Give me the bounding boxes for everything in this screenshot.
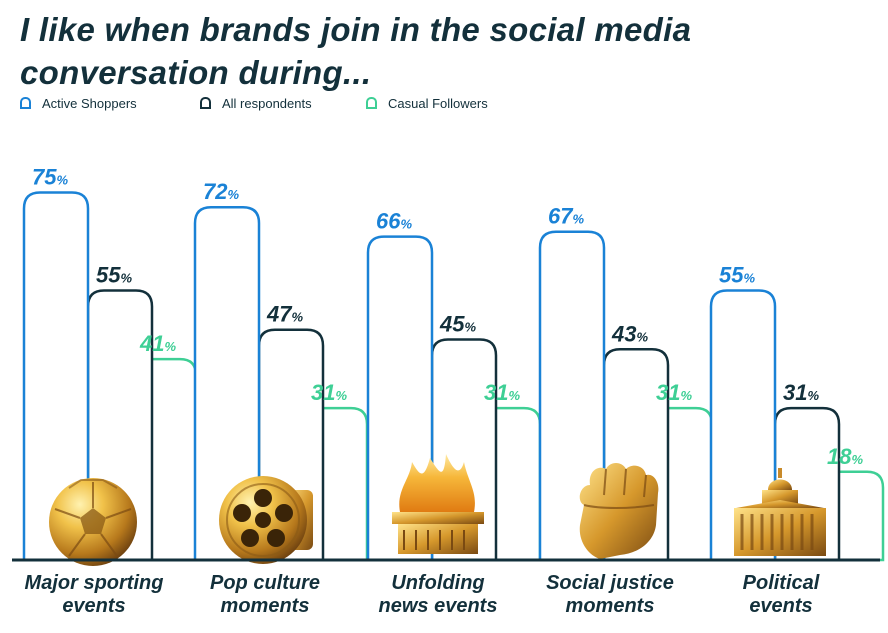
bar — [22, 191, 90, 562]
data-label: 66% — [376, 209, 412, 234]
labels-layer: 41% 55% 75% 31% 47% 72% 31% 45% 66% 31% 43% 67% 18% 3… — [32, 165, 863, 469]
data-label: 55% — [719, 263, 755, 288]
data-label: 31% — [783, 380, 819, 405]
data-label: 18% — [827, 444, 863, 469]
legend-swatch-icon — [20, 97, 31, 109]
category-label: Pop culture moments — [210, 572, 320, 617]
film-reel-icon — [219, 476, 313, 564]
bar — [193, 205, 261, 562]
data-label: 41% — [139, 331, 176, 356]
data-label: 67% — [548, 204, 584, 229]
category-label: Political events — [743, 572, 820, 617]
category-label: Major sporting events — [25, 572, 164, 617]
chart-title: I like when brands join in the social me… — [20, 11, 692, 91]
legend-swatch-icon — [200, 97, 211, 109]
data-label: 72% — [203, 179, 239, 204]
category-label: Social justice moments — [546, 572, 674, 617]
data-label: 31% — [484, 380, 520, 405]
data-label: 31% — [311, 380, 347, 405]
capitol-building-icon — [734, 468, 826, 556]
category-label: Unfolding news events — [379, 572, 498, 617]
legend-label: Active Shoppers — [42, 96, 137, 111]
legend-label: Casual Followers — [388, 96, 488, 111]
bar — [538, 230, 606, 562]
data-label: 45% — [439, 312, 476, 337]
data-label: 55% — [96, 263, 132, 288]
category-labels: Major sporting events Pop culture moments Un… — [25, 572, 820, 617]
dumpster-fire-icon — [392, 454, 484, 554]
data-label: 31% — [656, 380, 692, 405]
legend-label: All respondents — [222, 96, 312, 111]
bar — [709, 289, 777, 562]
data-label: 47% — [266, 302, 303, 327]
soccer-ball-icon — [49, 478, 137, 566]
legend-swatch-icon — [366, 97, 377, 109]
raised-fist-icon — [579, 463, 659, 559]
icons-layer — [49, 454, 826, 566]
data-label: 75% — [32, 165, 68, 190]
data-label: 43% — [611, 321, 648, 346]
